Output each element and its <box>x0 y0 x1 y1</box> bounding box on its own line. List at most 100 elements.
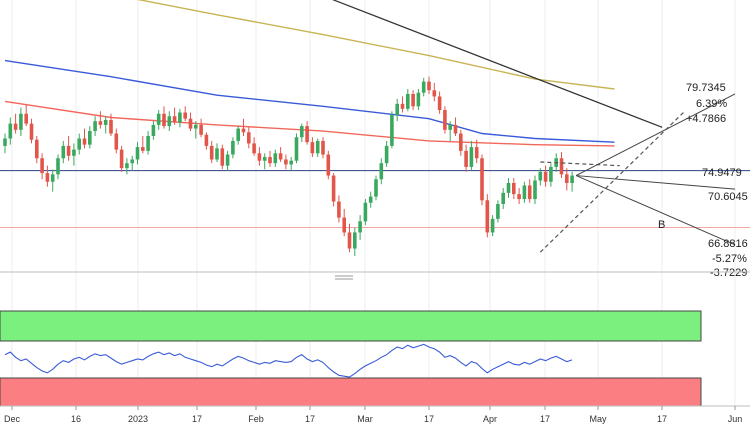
candle <box>321 137 325 159</box>
candle <box>469 140 474 171</box>
candle <box>485 194 490 238</box>
candle <box>400 96 405 113</box>
candle <box>3 133 7 154</box>
candle <box>358 215 362 240</box>
candle <box>496 200 500 223</box>
candle <box>56 154 60 180</box>
candle <box>474 139 479 164</box>
candle <box>50 169 55 192</box>
rsi-line <box>4 343 573 378</box>
candle <box>98 111 103 129</box>
candle <box>178 108 182 128</box>
candle <box>88 126 92 149</box>
candle <box>480 154 484 206</box>
candle <box>374 175 378 201</box>
candle <box>77 133 81 155</box>
oversold-zone <box>0 377 702 407</box>
candle <box>294 133 299 164</box>
candle <box>284 154 288 170</box>
candle <box>406 89 410 112</box>
candle <box>363 199 368 226</box>
candle <box>278 147 283 162</box>
candle <box>262 153 267 170</box>
candle <box>194 121 198 139</box>
candle <box>353 227 357 256</box>
candle <box>522 181 527 203</box>
candle <box>220 144 225 170</box>
candle <box>199 118 203 138</box>
x-tick-label: Dec <box>4 414 21 424</box>
candle <box>443 106 447 134</box>
candle <box>543 165 548 187</box>
candle <box>512 178 516 200</box>
candle <box>8 117 13 145</box>
x-tick-label: Feb <box>248 414 264 424</box>
current-level-label: 70.6045 <box>708 191 748 203</box>
candle <box>390 111 394 149</box>
connector-upper-line <box>575 93 736 177</box>
x-tick-label: Mar <box>357 414 373 424</box>
candle <box>93 116 97 136</box>
candle <box>559 152 564 179</box>
candle <box>411 90 415 111</box>
candle <box>135 142 140 165</box>
lower-percent-label: -5.27% <box>712 253 747 265</box>
candle <box>310 137 315 158</box>
candle <box>172 107 177 125</box>
candle <box>257 147 262 166</box>
candle <box>337 195 341 223</box>
splitter-handle[interactable] <box>335 275 353 280</box>
candle <box>368 191 373 208</box>
candle <box>29 118 34 144</box>
x-tick-label: 17 <box>192 414 202 424</box>
x-tick-label: 17 <box>657 414 667 424</box>
candle <box>533 175 537 204</box>
candle <box>347 223 352 253</box>
candle <box>300 123 304 143</box>
upper-change-label: +4.7866 <box>686 113 726 125</box>
lower-price-label: 66.8816 <box>708 238 748 250</box>
candle <box>416 89 421 111</box>
candle <box>225 150 230 171</box>
candle <box>289 157 293 171</box>
candle <box>66 136 71 161</box>
candle <box>538 168 543 186</box>
candle <box>379 158 384 185</box>
candle <box>247 127 251 149</box>
candle <box>517 187 521 204</box>
candle <box>506 178 511 198</box>
candle <box>501 187 505 209</box>
candle <box>427 76 431 94</box>
x-tick-label: May <box>589 414 607 424</box>
x-tick-label: Apr <box>483 414 497 424</box>
candle <box>315 138 320 158</box>
candle <box>527 179 532 203</box>
candle <box>24 105 28 127</box>
candle <box>342 208 346 237</box>
candle <box>459 129 463 156</box>
candle <box>231 137 235 159</box>
candle <box>241 118 246 136</box>
candle <box>125 158 129 175</box>
candle <box>109 113 113 136</box>
candle <box>421 77 426 97</box>
ascending-support-trendline <box>539 112 684 253</box>
mid-level-label: 74.9479 <box>702 167 742 179</box>
candle <box>146 131 150 155</box>
x-tick-label: 17 <box>540 414 550 424</box>
candle <box>72 143 76 166</box>
candle <box>130 155 134 171</box>
candle <box>268 150 272 167</box>
candle <box>82 128 87 149</box>
candle <box>19 107 23 136</box>
candle <box>384 140 389 167</box>
candle <box>151 121 156 140</box>
candle <box>45 165 50 187</box>
candle <box>448 121 452 141</box>
candle <box>570 171 574 192</box>
candle <box>156 110 161 130</box>
overbought-zone <box>0 310 702 342</box>
candle <box>236 126 240 145</box>
candle <box>326 150 331 180</box>
